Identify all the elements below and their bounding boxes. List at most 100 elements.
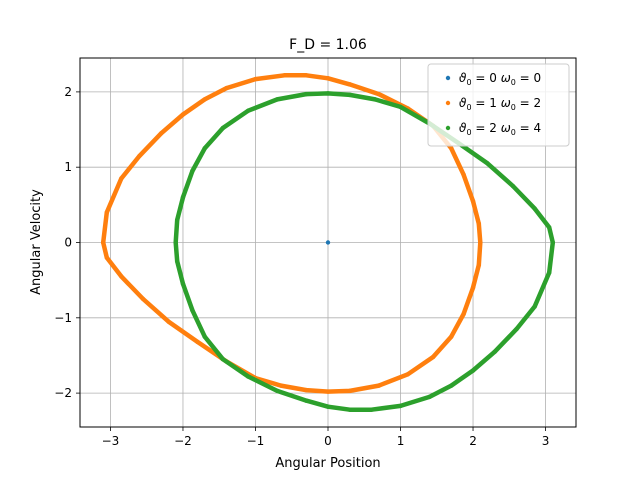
data-point <box>398 403 403 409</box>
legend-box <box>427 63 570 147</box>
data-point <box>180 281 186 287</box>
data-point <box>430 354 436 360</box>
legend-marker <box>445 100 451 106</box>
data-point <box>275 97 280 102</box>
y-tick-label: 0 <box>64 236 72 250</box>
data-series-layer <box>100 73 556 412</box>
x-tick-label: 2 <box>469 434 477 448</box>
x-tick-label: 3 <box>542 434 550 448</box>
data-point <box>405 372 410 377</box>
data-point <box>304 91 309 97</box>
data-point <box>461 172 466 177</box>
data-point <box>202 146 207 151</box>
data-point <box>478 240 483 245</box>
legend: ϑ0 = 0 ω0 = 0 ϑ0 = 1 ω0 = 2 ϑ0 = 2 ω0 = … <box>427 63 570 147</box>
data-point <box>180 112 186 117</box>
data-point <box>369 407 374 412</box>
data-point <box>253 76 258 82</box>
y-tick-label: −1 <box>54 311 72 325</box>
data-point <box>220 357 226 362</box>
data-point <box>325 404 331 409</box>
data-point <box>485 161 490 166</box>
data-point <box>347 407 352 412</box>
x-tick-label: −2 <box>174 434 192 448</box>
data-point <box>325 76 331 81</box>
legend-marker <box>445 75 451 81</box>
data-point <box>510 183 516 189</box>
data-point <box>325 91 331 96</box>
data-point <box>275 388 280 394</box>
data-point <box>140 296 146 302</box>
y-axis-label: Angular Velocity <box>29 189 44 295</box>
data-point <box>174 217 180 223</box>
data-point <box>449 146 454 151</box>
data-point <box>347 92 352 98</box>
data-point <box>376 91 381 97</box>
data-point <box>190 308 195 313</box>
y-tick-label: −2 <box>54 386 72 400</box>
x-tick-label: −3 <box>102 434 120 448</box>
chart-title: F_D = 1.06 <box>289 37 367 53</box>
data-point <box>532 304 537 309</box>
data-point <box>246 374 251 379</box>
data-point <box>304 387 309 393</box>
y-tick-label: 2 <box>64 85 72 99</box>
data-point <box>514 326 519 332</box>
data-point <box>476 262 482 268</box>
data-point <box>325 389 331 394</box>
data-point <box>347 82 352 87</box>
data-point <box>195 339 200 345</box>
legend-entry: ϑ0 = 1 ω0 = 2 <box>445 96 541 112</box>
data-point <box>278 383 284 388</box>
data-point <box>427 394 432 400</box>
data-point <box>174 259 180 264</box>
data-point <box>224 85 229 91</box>
data-point <box>104 210 110 215</box>
x-tick-label: 1 <box>397 434 405 448</box>
x-tick-label: 0 <box>324 434 332 448</box>
y-tick-label: 1 <box>64 160 72 174</box>
legend-marker <box>445 125 451 131</box>
series-trace <box>173 91 556 412</box>
data-point <box>304 398 309 403</box>
data-point <box>166 319 171 324</box>
legend-entry: ϑ0 = 0 ω0 = 0 <box>445 71 541 87</box>
data-point <box>492 349 497 354</box>
series-0 <box>325 240 331 245</box>
data-point <box>282 73 287 78</box>
data-point <box>532 206 537 211</box>
data-point <box>376 383 381 388</box>
data-point <box>347 388 352 394</box>
data-point <box>190 168 195 174</box>
x-axis-label: Angular Position <box>275 456 380 471</box>
data-point <box>325 240 331 245</box>
legend-label: ϑ0 = 2 ω0 = 4 <box>459 121 541 137</box>
data-point <box>372 97 378 102</box>
data-point <box>470 285 476 290</box>
legend-label: ϑ0 = 1 ω0 = 2 <box>459 96 541 112</box>
data-point <box>449 383 454 388</box>
data-point <box>180 195 186 200</box>
data-point <box>202 334 207 339</box>
data-point <box>137 153 142 159</box>
data-point <box>449 334 454 339</box>
data-point <box>546 225 552 230</box>
data-point <box>398 104 403 110</box>
axis-ticks: −3 −2 −1 0 1 2 3 −2 −1 0 1 2 <box>54 85 549 448</box>
data-point <box>101 240 106 245</box>
data-point <box>461 311 466 317</box>
data-point <box>246 108 251 113</box>
data-point <box>173 240 178 245</box>
data-point <box>304 73 309 78</box>
data-point <box>470 368 476 373</box>
data-point <box>202 97 207 102</box>
data-point <box>470 198 476 204</box>
data-point <box>546 270 552 275</box>
data-point <box>104 255 110 260</box>
legend-entry: ϑ0 = 2 ω0 = 4 <box>445 121 541 137</box>
data-point <box>119 274 124 279</box>
data-point <box>550 240 555 245</box>
data-point <box>476 221 482 226</box>
legend-label: ϑ0 = 0 ω0 = 0 <box>459 71 541 87</box>
